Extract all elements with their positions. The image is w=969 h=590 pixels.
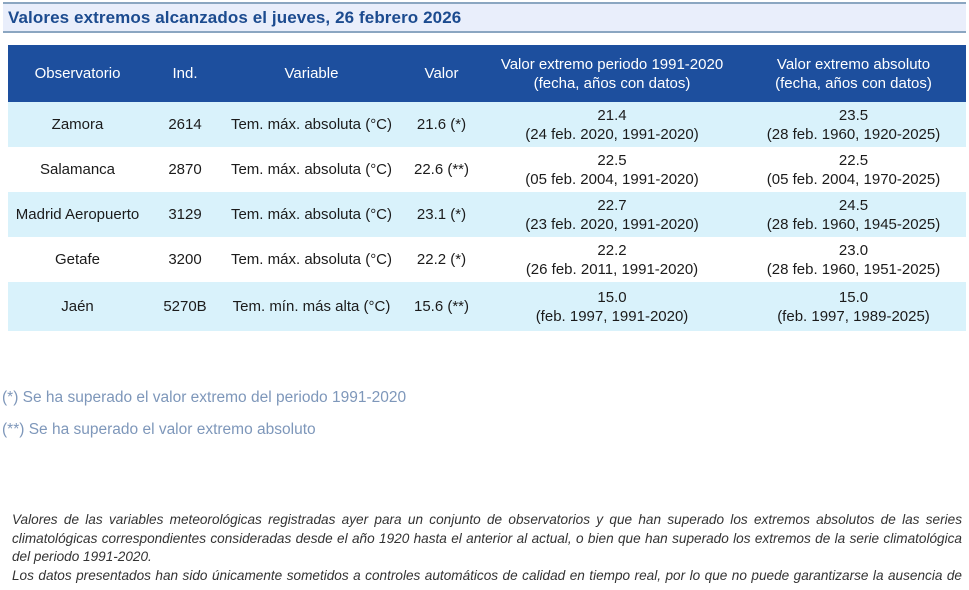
footnotes: (*) Se ha superado el valor extremo del …	[2, 388, 406, 452]
cell-observatorio: Salamanca	[39, 161, 116, 178]
cell-periodo-fecha: (feb. 1997, 1991-2020)	[535, 307, 689, 325]
col-header-ind: Ind.	[147, 45, 223, 102]
cell-ind: 3200	[168, 251, 202, 268]
disclaimer: Valores de las variables meteorológicas …	[12, 511, 962, 590]
cell-absoluto-fecha: (28 feb. 1960, 1951-2025)	[766, 260, 941, 278]
cell-periodo-fecha: (23 feb. 2020, 1991-2020)	[525, 215, 699, 233]
table-row: Getafe 3200 Tem. máx. absoluta (°C) 22.2…	[8, 237, 966, 282]
disclaimer-paragraph-2: Los datos presentados han sido únicament…	[12, 567, 962, 590]
cell-periodo-fecha: (24 feb. 2020, 1991-2020)	[525, 125, 699, 143]
cell-absoluto-valor: 23.0	[838, 241, 869, 259]
table-row: Zamora 2614 Tem. máx. absoluta (°C) 21.6…	[8, 102, 966, 147]
cell-variable: Tem. máx. absoluta (°C)	[230, 161, 393, 178]
table-row: Jaén 5270B Tem. mín. más alta (°C) 15.6 …	[8, 282, 966, 331]
cell-absoluto-valor: 24.5	[838, 196, 869, 214]
table-row: Madrid Aeropuerto 3129 Tem. máx. absolut…	[8, 192, 966, 237]
col-header-variable: Variable	[223, 45, 400, 102]
cell-periodo: 21.4 (24 feb. 2020, 1991-2020)	[483, 102, 741, 147]
cell-periodo-valor: 22.2	[597, 241, 627, 259]
col-header-periodo-line1: Valor extremo periodo 1991-2020	[500, 55, 724, 73]
table-body: Zamora 2614 Tem. máx. absoluta (°C) 21.6…	[8, 102, 966, 331]
cell-absoluto-fecha: (feb. 1997, 1989-2025)	[777, 307, 930, 325]
cell-ind: 2614	[168, 116, 202, 133]
cell-variable: Tem. máx. absoluta (°C)	[230, 251, 393, 268]
col-header-periodo: Valor extremo periodo 1991-2020 (fecha, …	[483, 45, 741, 102]
footnote-double-asterisk: (**) Se ha superado el valor extremo abs…	[2, 421, 316, 438]
cell-absoluto: 22.5 (05 feb. 2004, 1970-2025)	[741, 147, 966, 192]
cell-observatorio: Getafe	[54, 251, 101, 268]
cell-observatorio: Jaén	[61, 298, 94, 315]
cell-periodo: 22.7 (23 feb. 2020, 1991-2020)	[483, 192, 741, 237]
cell-ind: 2870	[168, 161, 202, 178]
col-header-absoluto: Valor extremo absoluto (fecha, años con …	[741, 45, 966, 102]
cell-ind: 5270B	[163, 298, 207, 315]
header-row: Observatorio Ind. Variable Valor Valor e…	[8, 45, 966, 102]
col-header-observatorio: Observatorio	[8, 45, 147, 102]
cell-valor: 22.2 (*)	[416, 251, 467, 268]
cell-periodo: 22.5 (05 feb. 2004, 1991-2020)	[483, 147, 741, 192]
disclaimer-paragraph-1: Valores de las variables meteorológicas …	[12, 512, 962, 565]
cell-observatorio: Madrid Aeropuerto	[15, 206, 140, 223]
cell-periodo: 15.0 (feb. 1997, 1991-2020)	[483, 282, 741, 331]
cell-periodo-fecha: (26 feb. 2011, 1991-2020)	[525, 260, 699, 278]
table-header: Observatorio Ind. Variable Valor Valor e…	[8, 45, 966, 102]
cell-periodo-fecha: (05 feb. 2004, 1991-2020)	[525, 170, 699, 188]
cell-valor: 21.6 (*)	[416, 116, 467, 133]
cell-absoluto-fecha: (05 feb. 2004, 1970-2025)	[766, 170, 941, 188]
page-title: Valores extremos alcanzados el jueves, 2…	[8, 7, 462, 27]
cell-variable: Tem. máx. absoluta (°C)	[230, 206, 393, 223]
cell-valor: 23.1 (*)	[416, 206, 467, 223]
col-header-absoluto-line1: Valor extremo absoluto	[776, 55, 931, 73]
cell-valor: 15.6 (**)	[413, 298, 470, 315]
col-header-absoluto-line2: (fecha, años con datos)	[775, 74, 932, 92]
cell-absoluto: 24.5 (28 feb. 1960, 1945-2025)	[741, 192, 966, 237]
cell-variable: Tem. mín. más alta (°C)	[232, 298, 391, 315]
cell-absoluto: 23.0 (28 feb. 1960, 1951-2025)	[741, 237, 966, 282]
cell-absoluto-valor: 15.0	[838, 288, 869, 306]
extremes-table: Observatorio Ind. Variable Valor Valor e…	[8, 45, 966, 331]
col-header-periodo-line2: (fecha, años con datos)	[533, 74, 691, 92]
cell-periodo-valor: 22.5	[597, 151, 627, 169]
table-row: Salamanca 2870 Tem. máx. absoluta (°C) 2…	[8, 147, 966, 192]
footnote-asterisk: (*) Se ha superado el valor extremo del …	[2, 389, 407, 406]
cell-valor: 22.6 (**)	[413, 161, 470, 178]
cell-ind: 3129	[168, 206, 202, 223]
cell-periodo-valor: 22.7	[597, 196, 627, 214]
cell-absoluto-valor: 22.5	[838, 151, 869, 169]
cell-absoluto-fecha: (28 feb. 1960, 1920-2025)	[766, 125, 941, 143]
cell-periodo: 22.2 (26 feb. 2011, 1991-2020)	[483, 237, 741, 282]
col-header-valor: Valor	[400, 45, 483, 102]
cell-periodo-valor: 15.0	[597, 288, 627, 306]
section-title-bar: Valores extremos alcanzados el jueves, 2…	[3, 2, 966, 33]
cell-absoluto-valor: 23.5	[838, 106, 869, 124]
cell-absoluto: 15.0 (feb. 1997, 1989-2025)	[741, 282, 966, 331]
cell-periodo-valor: 21.4	[597, 106, 627, 124]
cell-absoluto-fecha: (28 feb. 1960, 1945-2025)	[766, 215, 941, 233]
cell-variable: Tem. máx. absoluta (°C)	[230, 116, 393, 133]
cell-absoluto: 23.5 (28 feb. 1960, 1920-2025)	[741, 102, 966, 147]
cell-observatorio: Zamora	[51, 116, 104, 133]
